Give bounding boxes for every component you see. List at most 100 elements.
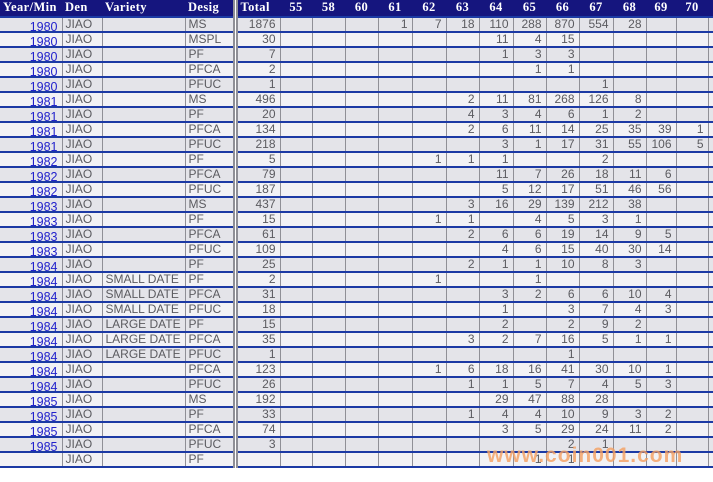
table-row: 1982 JIAO PFUC 187 5 12 17 51 46 56: [0, 182, 713, 198]
year-link[interactable]: 1982: [29, 155, 58, 167]
grade-cell-70: [676, 392, 709, 408]
year-link[interactable]: 1985: [29, 425, 58, 437]
grade-cell-67: 40: [579, 242, 614, 258]
grade-cell-65: 16: [513, 362, 547, 378]
variety-cell: [102, 452, 186, 468]
grade-cell-64: 2: [479, 317, 514, 333]
grade-cell-64: 6: [479, 122, 514, 138]
year-link[interactable]: 1984: [29, 365, 58, 377]
year-link[interactable]: 1985: [29, 410, 58, 422]
grade-cell-67: [579, 452, 614, 468]
grade-cell-55: [280, 242, 313, 258]
grade-cell-58: [312, 437, 346, 453]
grade-cell-70: [676, 32, 709, 48]
variety-cell: [102, 437, 186, 453]
year-link[interactable]: 1980: [29, 50, 58, 62]
total-cell: 35: [232, 332, 281, 348]
total-cell: 79: [232, 167, 281, 183]
year-link[interactable]: 1984: [29, 275, 58, 287]
grade-cell-63: 1: [446, 407, 480, 423]
grade-cell-69: 14: [646, 242, 677, 258]
desig-cell: PFUC: [185, 377, 236, 393]
total-cell: 1: [232, 77, 281, 93]
year-link[interactable]: 1985: [29, 440, 58, 452]
grade-cell-66: 17: [546, 137, 580, 153]
grade-cell-68: 11: [613, 167, 647, 183]
year-link[interactable]: 1984: [29, 290, 58, 302]
year-link[interactable]: 1985: [29, 395, 58, 407]
grade-cell-60: [345, 227, 379, 243]
year-link[interactable]: 1983: [29, 230, 58, 242]
year-link[interactable]: 1984: [29, 350, 58, 362]
grade-cell-61: [378, 182, 413, 198]
year-link[interactable]: 1980: [29, 20, 58, 32]
year-cell: 1984: [0, 257, 63, 273]
desig-cell: PF: [185, 317, 236, 333]
grade-cell-67: 5: [579, 332, 614, 348]
table-row: 1984 JIAO PF 25 2 1 1 10 8 3: [0, 257, 713, 273]
grade-cell-67: 9: [579, 407, 614, 423]
year-link[interactable]: 1981: [29, 140, 58, 152]
variety-cell: [102, 62, 186, 78]
year-link[interactable]: 1984: [29, 335, 58, 347]
year-link[interactable]: 1984: [29, 380, 58, 392]
year-link[interactable]: 1983: [29, 245, 58, 257]
year-link[interactable]: 1980: [29, 65, 58, 77]
grade-cell-58: [312, 17, 346, 33]
row-edge-pad: [708, 362, 713, 378]
year-cell: 1985: [0, 422, 63, 438]
grade-cell-69: [646, 17, 677, 33]
grade-cell-55: [280, 452, 313, 468]
col-header-62: 62: [412, 0, 446, 18]
grade-cell-68: 10: [613, 287, 647, 303]
grade-cell-61: [378, 347, 413, 363]
table-row: 1984 JIAO SMALL DATE PF 2 1 1: [0, 272, 713, 288]
year-link[interactable]: 1981: [29, 95, 58, 107]
desig-cell: PF: [185, 272, 236, 288]
year-cell: 1985: [0, 407, 63, 423]
grade-cell-62: [412, 182, 447, 198]
col-header-61: 61: [378, 0, 412, 18]
year-link[interactable]: 1983: [29, 215, 58, 227]
grade-cell-55: [280, 407, 313, 423]
year-link[interactable]: 1984: [29, 320, 58, 332]
year-link[interactable]: 1983: [29, 200, 58, 212]
year-cell: 1983: [0, 212, 63, 228]
variety-cell: [102, 47, 186, 63]
grade-cell-64: [479, 77, 514, 93]
den-cell: JIAO: [62, 167, 103, 183]
year-link[interactable]: 1982: [29, 185, 58, 197]
year-cell: 1981: [0, 92, 63, 108]
den-cell: JIAO: [62, 122, 103, 138]
grade-cell-62: [412, 317, 447, 333]
year-cell: 1982: [0, 152, 63, 168]
year-link[interactable]: 1984: [29, 305, 58, 317]
year-cell: 1980: [0, 47, 63, 63]
year-link[interactable]: 1980: [29, 35, 58, 47]
row-edge-pad: [708, 182, 713, 198]
col-header-58: 58: [312, 0, 345, 18]
grade-cell-61: [378, 332, 413, 348]
total-cell: 31: [232, 287, 281, 303]
grade-cell-58: [312, 227, 346, 243]
grade-cell-65: [513, 317, 547, 333]
year-cell: 1982: [0, 182, 63, 198]
grade-cell-70: 1: [676, 122, 709, 138]
den-cell: JIAO: [62, 77, 103, 93]
variety-cell: LARGE DATE: [102, 332, 186, 348]
grade-cell-63: 2: [446, 92, 480, 108]
grade-cell-68: 11: [613, 422, 647, 438]
year-link[interactable]: 1982: [29, 170, 58, 182]
grade-cell-62: 1: [412, 152, 447, 168]
row-edge-pad: [708, 317, 713, 333]
grade-cell-58: [312, 452, 346, 468]
year-link[interactable]: 1981: [29, 125, 58, 137]
grade-cell-68: [613, 437, 647, 453]
variety-cell: [102, 257, 186, 273]
grade-cell-69: [646, 257, 677, 273]
year-cell: 1983: [0, 197, 63, 213]
year-link[interactable]: 1981: [29, 110, 58, 122]
year-link[interactable]: 1980: [29, 80, 58, 92]
grade-cell-67: 4: [579, 377, 614, 393]
year-link[interactable]: 1984: [29, 260, 58, 272]
